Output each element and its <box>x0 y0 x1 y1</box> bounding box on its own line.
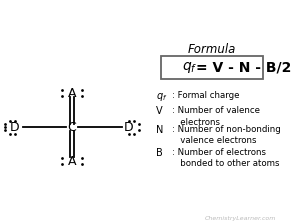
Text: Formula: Formula <box>187 43 236 56</box>
Text: A: A <box>68 87 76 100</box>
Text: $q_f$: $q_f$ <box>182 60 197 74</box>
FancyBboxPatch shape <box>160 56 262 78</box>
Text: $q_f$: $q_f$ <box>156 91 167 103</box>
Text: V: V <box>156 106 163 116</box>
Text: D: D <box>10 121 20 134</box>
Text: : Formal charge: : Formal charge <box>172 91 240 100</box>
Text: B: B <box>156 148 163 158</box>
Text: : Number of electrons
   bonded to other atoms: : Number of electrons bonded to other at… <box>172 148 280 168</box>
Text: : Number of valence
   electrons: : Number of valence electrons <box>172 106 260 127</box>
Text: ChemistryLearner.com: ChemistryLearner.com <box>204 216 276 221</box>
Text: D: D <box>124 121 134 134</box>
Text: C: C <box>68 121 76 134</box>
Text: = V - N - B/2: = V - N - B/2 <box>196 60 292 74</box>
Text: Formal Charge: Formal Charge <box>53 8 247 31</box>
Text: A: A <box>68 155 76 168</box>
Text: : Number of non-bonding
   valence electrons: : Number of non-bonding valence electron… <box>172 125 281 145</box>
Text: N: N <box>156 125 164 134</box>
